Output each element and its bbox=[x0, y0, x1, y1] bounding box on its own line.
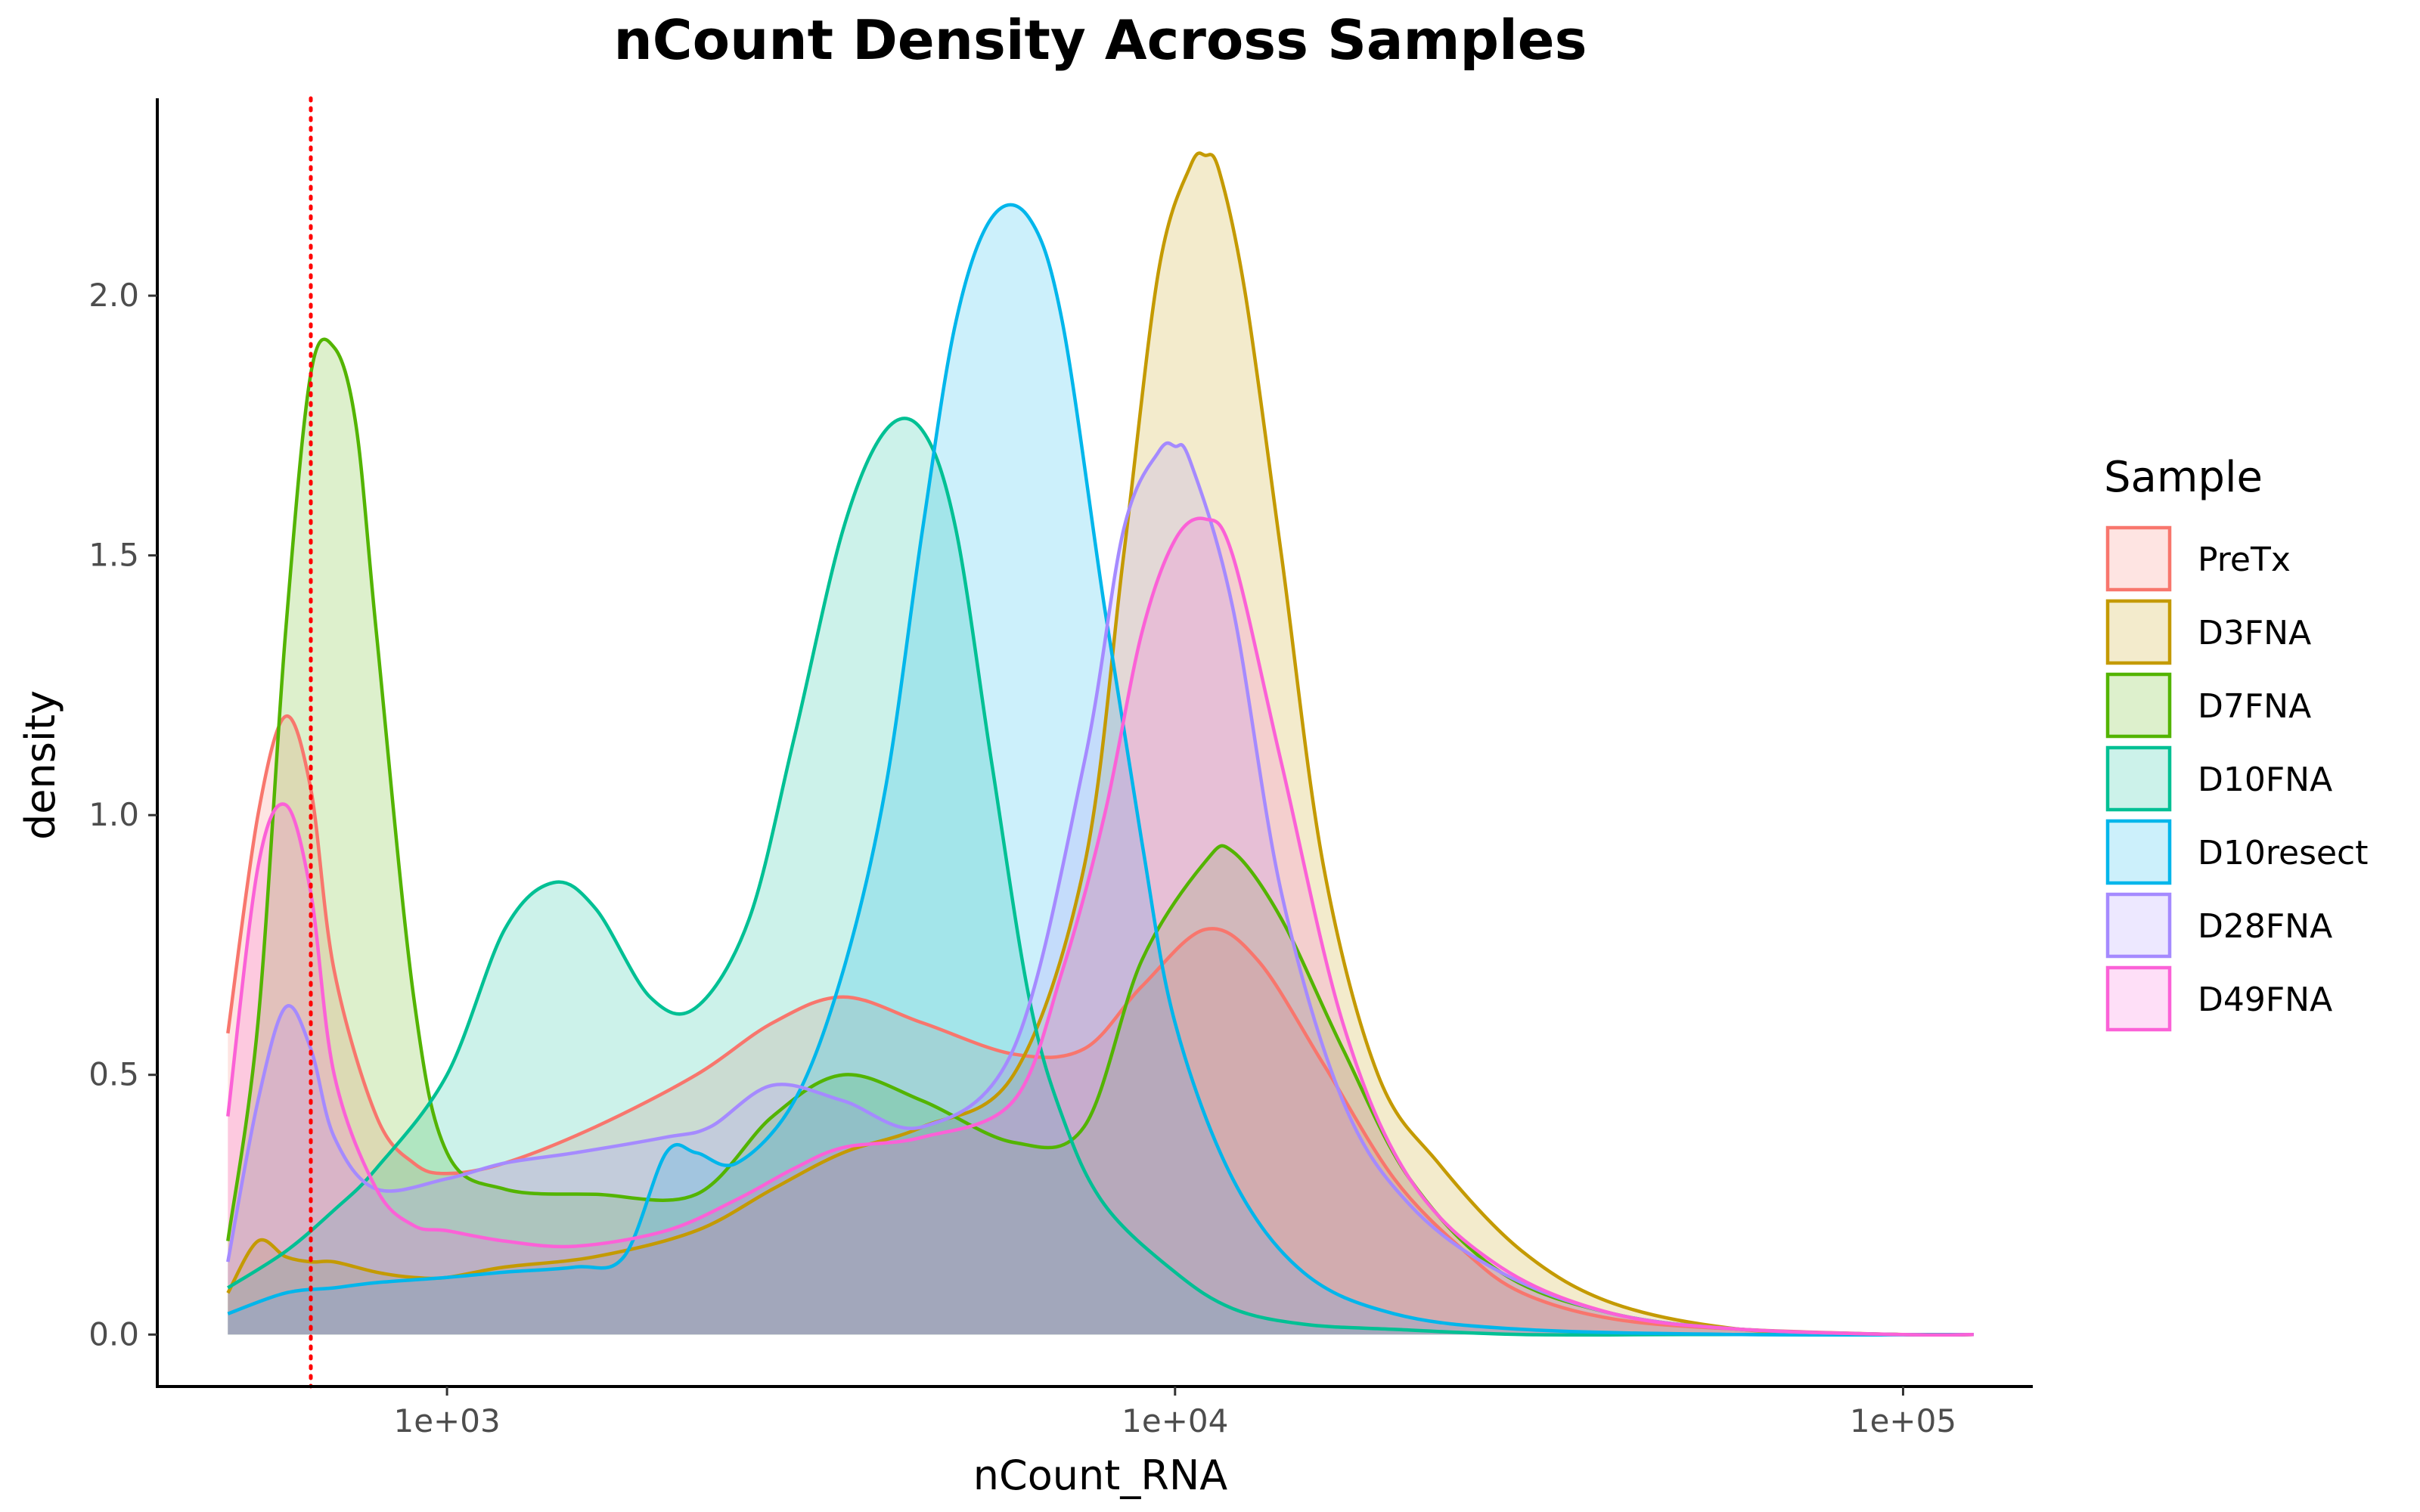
legend-label: D3FNA bbox=[2198, 614, 2311, 652]
chart-title: nCount Density Across Samples bbox=[614, 8, 1587, 72]
legend-label: D7FNA bbox=[2198, 687, 2311, 726]
plot-area bbox=[226, 96, 1974, 1389]
density-area-d10fna bbox=[228, 418, 1974, 1335]
legend-item-d7fna: D7FNA bbox=[2105, 672, 2311, 739]
legend-item-d3fna: D3FNA bbox=[2105, 599, 2311, 665]
x-axis-label: nCount_RNA bbox=[973, 1452, 1228, 1499]
legend-item-d28fna: D28FNA bbox=[2105, 892, 2332, 959]
density-line-d10fna bbox=[227, 417, 1974, 1337]
legend-label: D28FNA bbox=[2198, 907, 2332, 946]
y-tick-label: 2.0 bbox=[88, 277, 139, 314]
y-tick-label: 0.5 bbox=[88, 1056, 139, 1093]
legend-key-background bbox=[2106, 893, 2171, 958]
legend-label: D10resect bbox=[2198, 834, 2369, 872]
x-tick-label: 1e+05 bbox=[1850, 1402, 1956, 1439]
axis-ticks: 1e+03 1e+04 1e+05 0.0 0.5 1.0 1.5 2.0 bbox=[88, 277, 1956, 1439]
y-axis-label: density bbox=[17, 690, 64, 840]
legend-item-d49fna: D49FNA bbox=[2105, 965, 2332, 1032]
legend-key-background bbox=[2106, 746, 2171, 811]
density-area-d7fna bbox=[228, 339, 1974, 1335]
legend-key-background bbox=[2106, 820, 2171, 885]
legend-key-swatch bbox=[2105, 745, 2172, 812]
legend: Sample PreTx D3FNA D7FNA D10FNA D10resect D28… bbox=[2104, 453, 2369, 1032]
legend-key-background bbox=[2106, 600, 2171, 665]
density-line-d49fna bbox=[226, 516, 1974, 1337]
x-tick-label: 1e+03 bbox=[393, 1402, 500, 1439]
legend-key-swatch bbox=[2105, 672, 2172, 739]
legend-key-swatch bbox=[2105, 965, 2172, 1032]
density-area-pretx bbox=[228, 716, 1974, 1335]
legend-item-d10fna: D10FNA bbox=[2105, 745, 2332, 812]
legend-label: D10FNA bbox=[2198, 761, 2332, 799]
legend-title: Sample bbox=[2104, 453, 2263, 502]
legend-item-pretx: PreTx bbox=[2105, 525, 2291, 592]
legend-key-background bbox=[2106, 673, 2171, 738]
density-line-d10resect bbox=[227, 203, 1974, 1337]
legend-label: D49FNA bbox=[2198, 981, 2332, 1019]
density-area-d49fna bbox=[228, 518, 1974, 1335]
y-tick-label: 1.0 bbox=[88, 796, 139, 833]
legend-label: PreTx bbox=[2198, 541, 2291, 579]
y-tick-label: 0.0 bbox=[88, 1315, 139, 1352]
legend-key-swatch bbox=[2105, 525, 2172, 592]
density-area-d3fna bbox=[228, 153, 1974, 1335]
legend-key-background bbox=[2106, 526, 2171, 591]
density-area-d28fna bbox=[228, 443, 1974, 1335]
legend-key-swatch bbox=[2105, 599, 2172, 665]
legend-item-d10resect: D10resect bbox=[2105, 819, 2369, 885]
x-tick-label: 1e+04 bbox=[1122, 1402, 1228, 1439]
legend-key-swatch bbox=[2105, 892, 2172, 959]
legend-key-background bbox=[2106, 966, 2171, 1031]
legend-key-swatch bbox=[2105, 819, 2172, 885]
density-line-pretx bbox=[226, 714, 1974, 1337]
y-tick-label: 1.5 bbox=[88, 537, 139, 574]
